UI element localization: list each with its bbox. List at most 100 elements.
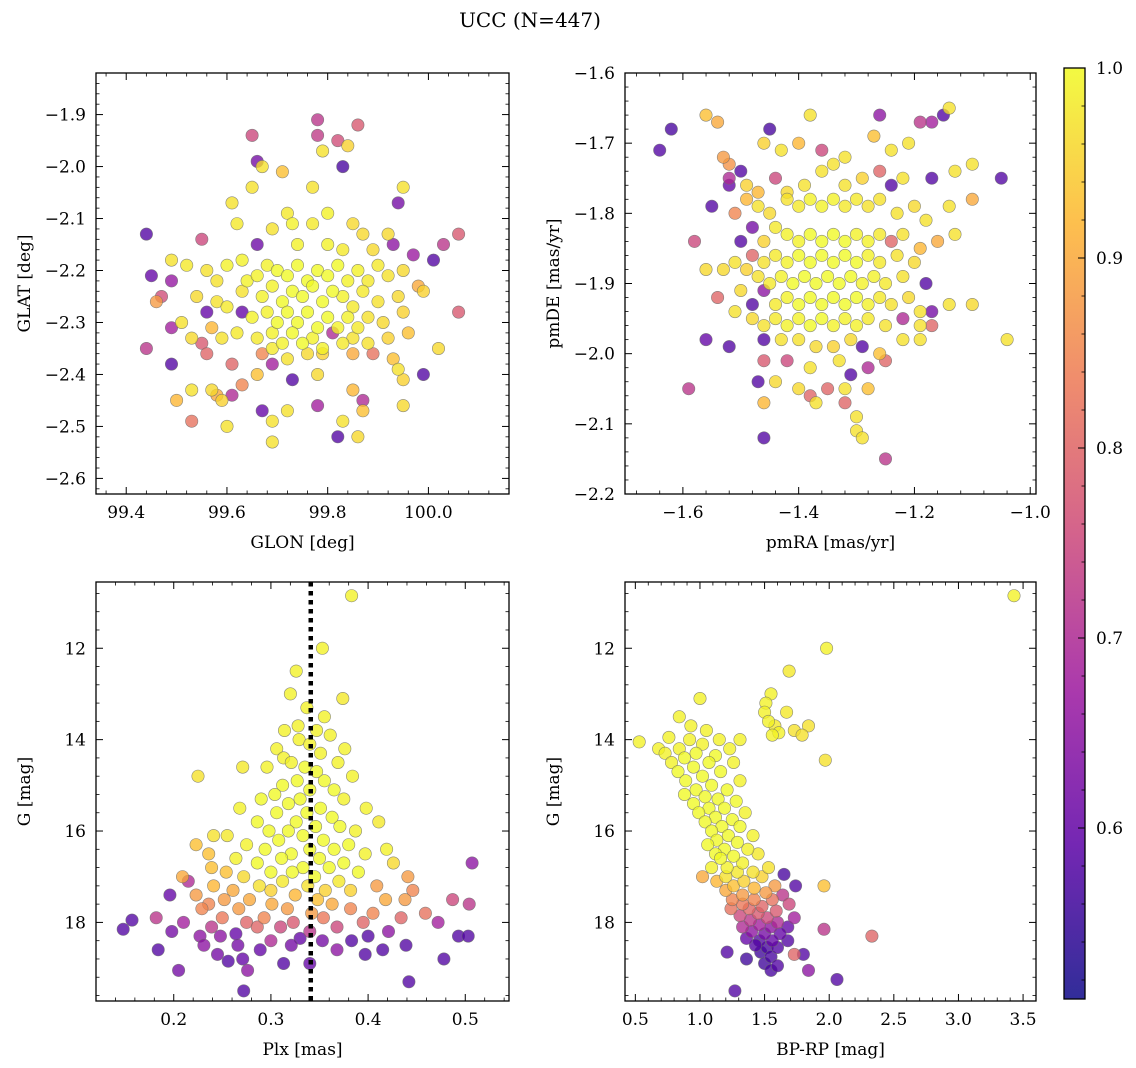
data-point xyxy=(265,222,279,236)
x-tick-label: −1.2 xyxy=(894,503,935,523)
data-point xyxy=(861,199,875,213)
data-point xyxy=(705,778,719,792)
data-point xyxy=(653,143,667,157)
data-point xyxy=(942,297,956,311)
data-point xyxy=(740,178,754,192)
data-point xyxy=(797,269,811,283)
data-point xyxy=(768,375,782,389)
data-point xyxy=(461,929,475,943)
data-point xyxy=(687,234,701,248)
data-point xyxy=(255,289,269,303)
data-point xyxy=(331,430,345,444)
data-point xyxy=(437,952,451,966)
data-point xyxy=(336,336,350,350)
data-point xyxy=(311,113,325,127)
data-point xyxy=(817,879,831,893)
data-point xyxy=(189,838,203,852)
data-point xyxy=(253,943,267,957)
data-point xyxy=(815,312,829,326)
plot-frame xyxy=(95,72,510,495)
data-point xyxy=(861,382,875,396)
data-point xyxy=(338,742,352,756)
data-point xyxy=(197,938,211,952)
data-point xyxy=(768,879,782,893)
data-point xyxy=(679,774,693,788)
data-point xyxy=(736,888,750,902)
data-point xyxy=(191,769,205,783)
data-point xyxy=(331,755,345,769)
data-point xyxy=(426,253,440,267)
data-point xyxy=(780,705,794,719)
data-point xyxy=(176,870,190,884)
colorbar-tick-label: 0.8 xyxy=(1096,439,1123,459)
data-point xyxy=(720,861,734,875)
points-group xyxy=(116,589,479,998)
data-point xyxy=(139,341,153,355)
data-point xyxy=(1000,333,1014,347)
data-point xyxy=(792,312,806,326)
data-point xyxy=(948,164,962,178)
x-axis-label: Plx [mas] xyxy=(262,1040,342,1060)
data-point xyxy=(792,248,806,262)
data-point xyxy=(745,248,759,262)
data-point xyxy=(436,238,450,252)
data-point xyxy=(236,952,250,966)
data-point xyxy=(792,333,806,347)
data-point xyxy=(306,217,320,231)
data-point xyxy=(416,284,430,298)
data-point xyxy=(465,856,479,870)
data-point xyxy=(431,341,445,355)
data-point xyxy=(346,217,360,231)
data-point xyxy=(764,950,778,964)
data-point xyxy=(684,719,698,733)
data-point xyxy=(838,248,852,262)
y-axis-label: G [mag] xyxy=(544,757,564,826)
x-tick-label: 0.5 xyxy=(622,1010,649,1030)
data-point xyxy=(770,959,784,973)
data-point xyxy=(280,902,294,916)
data-point xyxy=(826,227,840,241)
data-point xyxy=(786,276,800,290)
data-point xyxy=(873,347,887,361)
data-point xyxy=(406,883,420,897)
data-point xyxy=(763,122,777,136)
x-tick-label: 0.4 xyxy=(355,1010,382,1030)
data-point xyxy=(321,310,335,324)
y-tick-label: 16 xyxy=(593,822,615,842)
data-point xyxy=(290,774,304,788)
data-point xyxy=(315,934,329,948)
colorbar-tick-label: 0.9 xyxy=(1096,249,1123,269)
data-point xyxy=(331,321,345,335)
data-point xyxy=(337,792,351,806)
data-point xyxy=(215,911,229,925)
data-point xyxy=(757,396,771,410)
data-point xyxy=(391,196,405,210)
data-point xyxy=(763,206,777,220)
data-point xyxy=(380,842,394,856)
data-point xyxy=(919,213,933,227)
data-point xyxy=(295,336,309,350)
y-tick-label: −2.0 xyxy=(45,158,86,178)
data-point xyxy=(237,984,251,998)
data-point xyxy=(265,897,279,911)
data-point xyxy=(720,945,734,959)
data-point xyxy=(855,276,869,290)
data-point xyxy=(265,341,279,355)
data-point xyxy=(728,255,742,269)
data-point xyxy=(313,801,327,815)
data-point xyxy=(232,902,246,916)
x-tick-label: −1.4 xyxy=(778,503,819,523)
data-point xyxy=(264,883,278,897)
data-point xyxy=(919,276,933,290)
data-point xyxy=(720,783,734,797)
data-point xyxy=(359,801,373,815)
cmd-panel: 0.5 1.0 1.5 2.0 2.5 3.0 3.5 12 14 16 18 BP-RP [mag]… xyxy=(544,581,1037,1060)
data-point xyxy=(233,801,247,815)
y-tick-label: −1.9 xyxy=(45,106,86,126)
data-point xyxy=(250,269,264,283)
data-point xyxy=(366,243,380,257)
points-group xyxy=(139,113,466,449)
data-point xyxy=(275,851,289,865)
data-point xyxy=(219,865,233,879)
data-point xyxy=(296,829,310,843)
